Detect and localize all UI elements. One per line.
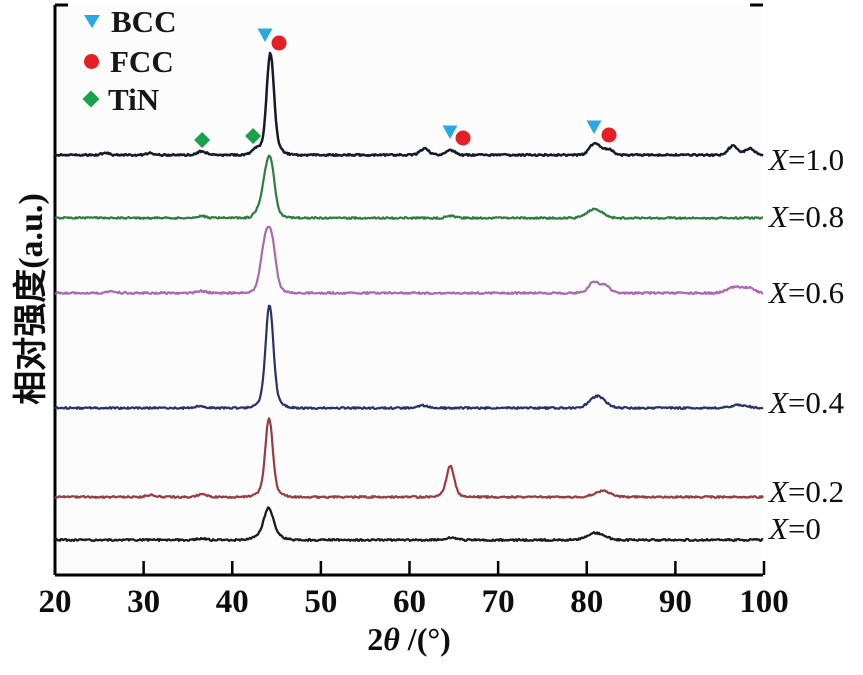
x-tick-label: 20 (39, 584, 72, 620)
x-axis-title-suffix: /(°) (399, 621, 451, 657)
x-tick-label: 30 (127, 584, 160, 620)
x-tick-label: 70 (482, 584, 515, 620)
x-tick-label: 100 (739, 584, 789, 620)
plot-area (55, 5, 763, 575)
bcc-peak-marker-icon (586, 120, 602, 134)
x-tick-label: 80 (570, 584, 603, 620)
x-tick-label: 50 (304, 584, 337, 620)
fcc-peak-marker-icon (455, 130, 471, 146)
series-label-symbol: X (769, 142, 788, 177)
series-label-X=0.6: X=0.6 (769, 274, 844, 312)
legend-label-bcc: BCC (111, 3, 177, 39)
x-axis-title: 2θ /(°) (309, 621, 509, 658)
bcc-peak-marker-icon (442, 125, 458, 139)
tin-peak-marker-icon (245, 128, 262, 144)
legend-label-fcc: FCC (110, 43, 174, 79)
series-label-X=0.8: X=0.8 (769, 198, 844, 236)
tin-peak-marker-icon (194, 132, 211, 148)
series-label-value: =0.2 (787, 474, 845, 509)
x-tick-label: 40 (216, 584, 249, 620)
bcc-peak-marker-icon (257, 28, 273, 42)
fcc-circle-icon (84, 53, 99, 69)
x-axis-title-theta: θ (383, 621, 400, 657)
series-label-X=0: X=0 (769, 510, 821, 548)
series-label-X=0.4: X=0.4 (769, 384, 844, 422)
phase-peak-markers (194, 28, 617, 148)
fcc-peak-marker-icon (271, 35, 287, 51)
series-label-X=1.0: X=1.0 (769, 141, 844, 179)
trace-X=1.0 (54, 51, 764, 158)
legend-item-bcc: BCC (84, 3, 176, 39)
series-label-value: =0.4 (787, 385, 845, 420)
series-label-value: =1.0 (787, 142, 845, 177)
diffraction-traces (54, 51, 764, 543)
tin-diamond-icon (82, 90, 100, 108)
x-tick-label: 90 (659, 584, 692, 620)
series-label-symbol: X (769, 275, 788, 310)
legend-item-fcc: FCC (84, 43, 174, 79)
series-label-X=0.2: X=0.2 (769, 473, 844, 511)
series-label-value: =0.8 (787, 199, 845, 234)
legend-item-tin: TiN (82, 81, 160, 117)
series-label-symbol: X (769, 385, 788, 420)
fcc-peak-marker-icon (601, 127, 617, 143)
series-label-value: =0.6 (787, 275, 845, 310)
x-tick-labels: 20 30 40 50 60 70 80 90 100 (39, 584, 789, 620)
x-axis-title-prefix: 2 (367, 621, 384, 657)
y-axis-title: 相对强度(a.u.) (13, 193, 50, 405)
series-label-symbol: X (769, 199, 788, 234)
bcc-triangle-icon (84, 14, 100, 28)
trace-X=0.2 (54, 417, 764, 499)
legend-label-tin: TiN (108, 81, 160, 117)
x-tick-label: 60 (393, 584, 426, 620)
trace-X=0.4 (54, 304, 764, 410)
series-label-symbol: X (769, 511, 788, 546)
series-label-value: =0 (787, 511, 821, 546)
trace-X=0.8 (54, 154, 764, 220)
trace-X=0.6 (54, 225, 764, 295)
axes (53, 3, 766, 577)
trace-X=0 (54, 506, 764, 543)
series-label-symbol: X (769, 474, 788, 509)
